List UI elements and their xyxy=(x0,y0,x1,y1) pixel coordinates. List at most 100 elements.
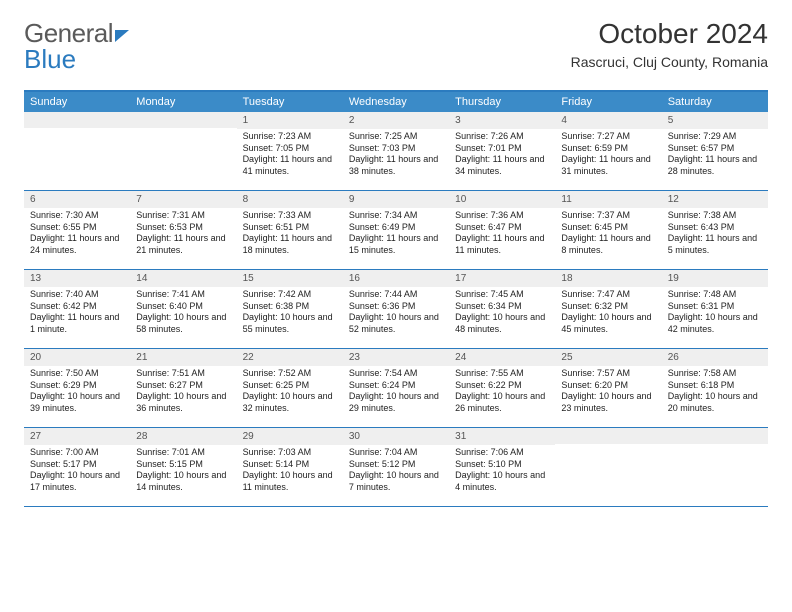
week-row: 20Sunrise: 7:50 AMSunset: 6:29 PMDayligh… xyxy=(24,349,768,428)
day-cell xyxy=(662,428,768,506)
day-body: Sunrise: 7:50 AMSunset: 6:29 PMDaylight:… xyxy=(24,366,130,419)
day-cell: 28Sunrise: 7:01 AMSunset: 5:15 PMDayligh… xyxy=(130,428,236,506)
day-number xyxy=(130,112,236,128)
sunrise-text: Sunrise: 7:54 AM xyxy=(349,368,443,380)
dayname: Saturday xyxy=(662,92,768,112)
sunset-text: Sunset: 6:49 PM xyxy=(349,222,443,234)
sunrise-text: Sunrise: 7:58 AM xyxy=(668,368,762,380)
daylight-text: Daylight: 11 hours and 8 minutes. xyxy=(561,233,655,256)
sunset-text: Sunset: 6:31 PM xyxy=(668,301,762,313)
location-text: Rascruci, Cluj County, Romania xyxy=(571,54,768,70)
calendar: Sunday Monday Tuesday Wednesday Thursday… xyxy=(24,90,768,507)
sunset-text: Sunset: 7:05 PM xyxy=(243,143,337,155)
day-number: 4 xyxy=(555,112,661,129)
day-body: Sunrise: 7:54 AMSunset: 6:24 PMDaylight:… xyxy=(343,366,449,419)
day-number: 27 xyxy=(24,428,130,445)
day-number: 7 xyxy=(130,191,236,208)
sunset-text: Sunset: 6:25 PM xyxy=(243,380,337,392)
sunset-text: Sunset: 6:32 PM xyxy=(561,301,655,313)
brand-triangle-icon xyxy=(115,30,129,42)
sunset-text: Sunset: 6:45 PM xyxy=(561,222,655,234)
sunrise-text: Sunrise: 7:33 AM xyxy=(243,210,337,222)
day-cell: 5Sunrise: 7:29 AMSunset: 6:57 PMDaylight… xyxy=(662,112,768,190)
day-body: Sunrise: 7:45 AMSunset: 6:34 PMDaylight:… xyxy=(449,287,555,340)
sunrise-text: Sunrise: 7:38 AM xyxy=(668,210,762,222)
day-number: 20 xyxy=(24,349,130,366)
day-body: Sunrise: 7:47 AMSunset: 6:32 PMDaylight:… xyxy=(555,287,661,340)
daylight-text: Daylight: 10 hours and 58 minutes. xyxy=(136,312,230,335)
day-body: Sunrise: 7:48 AMSunset: 6:31 PMDaylight:… xyxy=(662,287,768,340)
sunrise-text: Sunrise: 7:06 AM xyxy=(455,447,549,459)
day-body: Sunrise: 7:57 AMSunset: 6:20 PMDaylight:… xyxy=(555,366,661,419)
day-number: 14 xyxy=(130,270,236,287)
daylight-text: Daylight: 11 hours and 18 minutes. xyxy=(243,233,337,256)
day-number: 18 xyxy=(555,270,661,287)
day-cell: 11Sunrise: 7:37 AMSunset: 6:45 PMDayligh… xyxy=(555,191,661,269)
sunrise-text: Sunrise: 7:01 AM xyxy=(136,447,230,459)
day-cell: 4Sunrise: 7:27 AMSunset: 6:59 PMDaylight… xyxy=(555,112,661,190)
day-number: 23 xyxy=(343,349,449,366)
day-body: Sunrise: 7:01 AMSunset: 5:15 PMDaylight:… xyxy=(130,445,236,498)
day-body: Sunrise: 7:06 AMSunset: 5:10 PMDaylight:… xyxy=(449,445,555,498)
dayname: Friday xyxy=(555,92,661,112)
day-cell: 31Sunrise: 7:06 AMSunset: 5:10 PMDayligh… xyxy=(449,428,555,506)
day-body: Sunrise: 7:25 AMSunset: 7:03 PMDaylight:… xyxy=(343,129,449,182)
sunset-text: Sunset: 7:01 PM xyxy=(455,143,549,155)
daylight-text: Daylight: 10 hours and 20 minutes. xyxy=(668,391,762,414)
day-body: Sunrise: 7:29 AMSunset: 6:57 PMDaylight:… xyxy=(662,129,768,182)
day-cell: 22Sunrise: 7:52 AMSunset: 6:25 PMDayligh… xyxy=(237,349,343,427)
day-number: 24 xyxy=(449,349,555,366)
page-header: General October 2024 Rascruci, Cluj Coun… xyxy=(24,18,768,70)
dayname: Monday xyxy=(130,92,236,112)
day-body: Sunrise: 7:58 AMSunset: 6:18 PMDaylight:… xyxy=(662,366,768,419)
sunset-text: Sunset: 6:40 PM xyxy=(136,301,230,313)
day-cell: 8Sunrise: 7:33 AMSunset: 6:51 PMDaylight… xyxy=(237,191,343,269)
day-number: 26 xyxy=(662,349,768,366)
sunset-text: Sunset: 6:24 PM xyxy=(349,380,443,392)
daylight-text: Daylight: 10 hours and 11 minutes. xyxy=(243,470,337,493)
sunset-text: Sunset: 6:57 PM xyxy=(668,143,762,155)
day-cell: 24Sunrise: 7:55 AMSunset: 6:22 PMDayligh… xyxy=(449,349,555,427)
sunrise-text: Sunrise: 7:30 AM xyxy=(30,210,124,222)
daylight-text: Daylight: 11 hours and 31 minutes. xyxy=(561,154,655,177)
daylight-text: Daylight: 10 hours and 32 minutes. xyxy=(243,391,337,414)
sunrise-text: Sunrise: 7:26 AM xyxy=(455,131,549,143)
daylight-text: Daylight: 11 hours and 5 minutes. xyxy=(668,233,762,256)
daylight-text: Daylight: 11 hours and 11 minutes. xyxy=(455,233,549,256)
daylight-text: Daylight: 10 hours and 36 minutes. xyxy=(136,391,230,414)
sunrise-text: Sunrise: 7:31 AM xyxy=(136,210,230,222)
brand-line2: Blue xyxy=(24,44,76,75)
daylight-text: Daylight: 10 hours and 45 minutes. xyxy=(561,312,655,335)
day-body: Sunrise: 7:30 AMSunset: 6:55 PMDaylight:… xyxy=(24,208,130,261)
sunrise-text: Sunrise: 7:52 AM xyxy=(243,368,337,380)
weeks-container: 1Sunrise: 7:23 AMSunset: 7:05 PMDaylight… xyxy=(24,112,768,507)
day-body: Sunrise: 7:52 AMSunset: 6:25 PMDaylight:… xyxy=(237,366,343,419)
sunset-text: Sunset: 6:55 PM xyxy=(30,222,124,234)
sunset-text: Sunset: 6:27 PM xyxy=(136,380,230,392)
day-number: 16 xyxy=(343,270,449,287)
daylight-text: Daylight: 11 hours and 1 minute. xyxy=(30,312,124,335)
dayname: Wednesday xyxy=(343,92,449,112)
week-row: 6Sunrise: 7:30 AMSunset: 6:55 PMDaylight… xyxy=(24,191,768,270)
week-row: 27Sunrise: 7:00 AMSunset: 5:17 PMDayligh… xyxy=(24,428,768,507)
sunrise-text: Sunrise: 7:04 AM xyxy=(349,447,443,459)
day-body: Sunrise: 7:37 AMSunset: 6:45 PMDaylight:… xyxy=(555,208,661,261)
sunset-text: Sunset: 5:12 PM xyxy=(349,459,443,471)
dayname: Thursday xyxy=(449,92,555,112)
day-cell: 26Sunrise: 7:58 AMSunset: 6:18 PMDayligh… xyxy=(662,349,768,427)
day-header-row: Sunday Monday Tuesday Wednesday Thursday… xyxy=(24,92,768,112)
day-body: Sunrise: 7:04 AMSunset: 5:12 PMDaylight:… xyxy=(343,445,449,498)
sunset-text: Sunset: 6:47 PM xyxy=(455,222,549,234)
day-cell: 14 Sunrise: 7:41 AMSunset: 6:40 PMDayligh… xyxy=(130,270,236,348)
sunrise-text: Sunrise: 7:41 AM xyxy=(136,289,230,301)
month-title: October 2024 xyxy=(571,18,768,50)
dayname: Sunday xyxy=(24,92,130,112)
sunset-text: Sunset: 6:38 PM xyxy=(243,301,337,313)
day-cell: 15Sunrise: 7:42 AMSunset: 6:38 PMDayligh… xyxy=(237,270,343,348)
sunset-text: Sunset: 6:53 PM xyxy=(136,222,230,234)
day-number: 31 xyxy=(449,428,555,445)
day-body: Sunrise: 7:55 AMSunset: 6:22 PMDaylight:… xyxy=(449,366,555,419)
daylight-text: Daylight: 10 hours and 48 minutes. xyxy=(455,312,549,335)
day-cell xyxy=(555,428,661,506)
sunset-text: Sunset: 5:15 PM xyxy=(136,459,230,471)
